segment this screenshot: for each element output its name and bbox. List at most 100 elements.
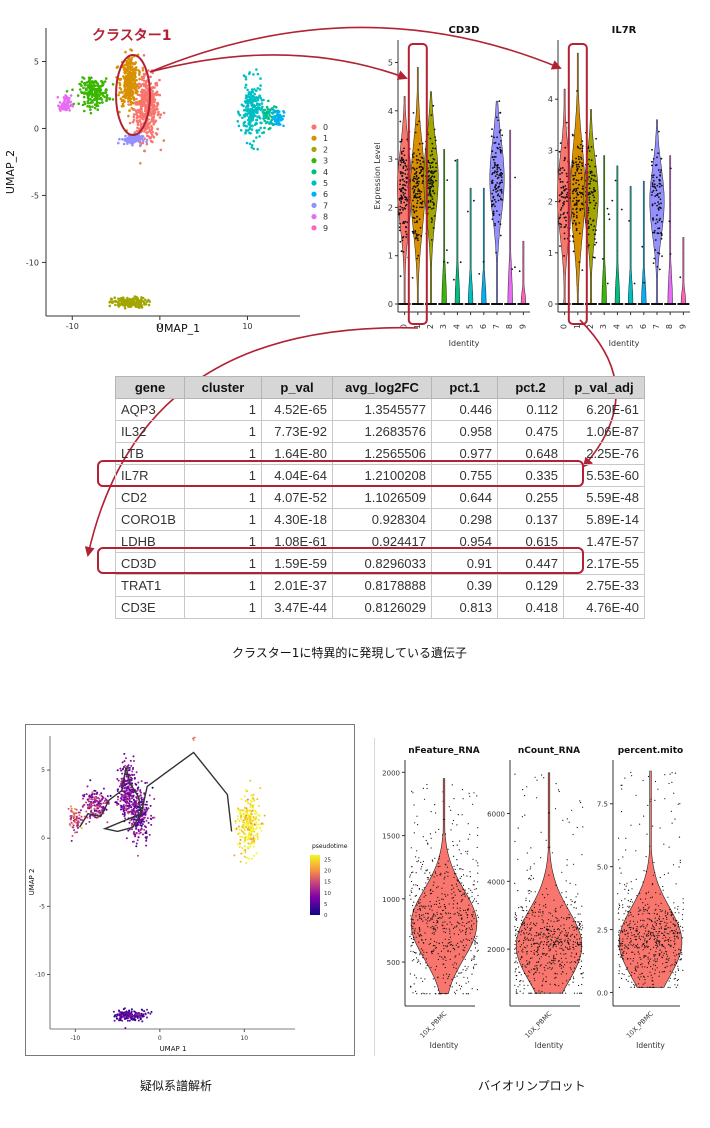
umap1-point bbox=[150, 120, 153, 123]
qc-violin-point bbox=[442, 928, 444, 930]
qc-violin-point bbox=[433, 881, 435, 883]
umap2-point bbox=[117, 795, 119, 798]
umap2-point bbox=[135, 790, 138, 793]
umap1-point bbox=[249, 108, 253, 111]
qc-violin-point bbox=[449, 921, 451, 923]
violin-xtick-label: 1 bbox=[573, 324, 582, 329]
umap2-point bbox=[124, 807, 127, 810]
violin-point bbox=[589, 193, 592, 195]
violin-point bbox=[429, 177, 431, 180]
qc-violin-point bbox=[454, 993, 457, 995]
umap2-point bbox=[145, 800, 148, 803]
qc-violin-point bbox=[417, 909, 419, 911]
qc-violin-point bbox=[555, 907, 557, 910]
violin-point bbox=[431, 142, 434, 145]
qc-violin-point bbox=[526, 786, 528, 788]
qc-violin-point bbox=[514, 984, 516, 986]
qc-violin-point bbox=[547, 941, 549, 943]
qc-violin-point bbox=[444, 905, 446, 908]
qc-violin-point bbox=[457, 933, 460, 936]
violin-point bbox=[589, 182, 591, 185]
umap2-point bbox=[95, 795, 97, 798]
qc-violin-point bbox=[465, 851, 467, 853]
umap2-point bbox=[150, 1010, 153, 1013]
violin-point bbox=[593, 225, 596, 228]
umap2-point bbox=[145, 830, 148, 833]
qc-violin-point bbox=[566, 934, 569, 936]
umap2-point bbox=[128, 788, 131, 791]
umap2-point bbox=[131, 1015, 133, 1018]
umap1-point bbox=[145, 142, 149, 146]
violin-point bbox=[601, 258, 604, 260]
qc-violin-point bbox=[456, 879, 458, 881]
violin-point bbox=[432, 104, 435, 107]
qc-violin-point bbox=[409, 894, 411, 896]
umap2-point bbox=[252, 793, 255, 796]
umap2-point bbox=[258, 805, 260, 807]
qc-violin-point bbox=[415, 990, 417, 992]
umap2-point bbox=[70, 839, 73, 842]
umap2-point bbox=[120, 783, 122, 785]
violin-point bbox=[578, 222, 581, 224]
qc-violin-point bbox=[533, 906, 536, 909]
umap1-point bbox=[86, 101, 90, 105]
umap2-point bbox=[94, 816, 97, 819]
qc-violin-point bbox=[459, 868, 461, 870]
qc-violin-point bbox=[526, 913, 529, 915]
qc-violin-point bbox=[422, 920, 424, 922]
umap1-point bbox=[139, 83, 142, 86]
qc-violin-point bbox=[443, 878, 445, 880]
umap2-point bbox=[134, 1011, 137, 1014]
qc-violin-point bbox=[568, 914, 570, 916]
qc-violin-point bbox=[466, 927, 468, 930]
qc-violin-point bbox=[461, 985, 463, 987]
umap1-point bbox=[78, 88, 82, 91]
violin-point bbox=[413, 217, 416, 220]
violin-point bbox=[575, 204, 578, 206]
qc-violin-point bbox=[434, 945, 436, 947]
qc-violin-point bbox=[539, 911, 541, 913]
violin-point bbox=[412, 185, 415, 188]
umap2-point bbox=[120, 798, 123, 801]
violin-point bbox=[399, 222, 401, 225]
qc-violin-point bbox=[572, 933, 574, 935]
violin-point bbox=[494, 170, 496, 173]
qc-violin-point bbox=[434, 915, 436, 917]
qc-violin-point bbox=[557, 941, 560, 943]
umap2-point bbox=[98, 809, 101, 812]
violin-point bbox=[514, 266, 516, 269]
umap1-point bbox=[90, 93, 93, 96]
umap1-point bbox=[276, 109, 280, 113]
legend-swatch bbox=[311, 135, 317, 141]
qc-violin-point bbox=[474, 964, 476, 966]
qc-violin-point bbox=[473, 792, 475, 794]
qc-violin-point bbox=[424, 892, 426, 894]
qc-violin-point bbox=[469, 932, 471, 934]
umap2-point bbox=[245, 819, 248, 822]
umap2-point bbox=[237, 807, 239, 810]
umap1-point bbox=[145, 138, 149, 142]
umap2-point bbox=[143, 808, 146, 811]
umap2-point bbox=[243, 806, 246, 809]
qc-violin-point bbox=[447, 875, 449, 877]
umap2-point bbox=[77, 811, 80, 814]
violin-point bbox=[578, 261, 581, 263]
umap1-point bbox=[139, 162, 142, 165]
violin-point bbox=[434, 147, 437, 150]
qc-violin-point bbox=[446, 866, 449, 868]
umap2-point bbox=[244, 851, 247, 854]
qc-violin-point bbox=[460, 931, 462, 933]
table-header-cell: p_val_adj bbox=[563, 376, 645, 399]
qc-violin-point bbox=[453, 926, 456, 928]
violin-point bbox=[660, 202, 662, 205]
umap2-point bbox=[79, 809, 82, 812]
violin-point bbox=[591, 171, 593, 174]
violin-point bbox=[566, 195, 568, 198]
qc-violin-point bbox=[566, 818, 568, 820]
violin-point bbox=[572, 250, 575, 253]
violin-point bbox=[572, 200, 574, 203]
umap2-point bbox=[123, 811, 126, 814]
violin-xtick-label: 3 bbox=[439, 324, 448, 329]
violin-point bbox=[590, 223, 593, 226]
